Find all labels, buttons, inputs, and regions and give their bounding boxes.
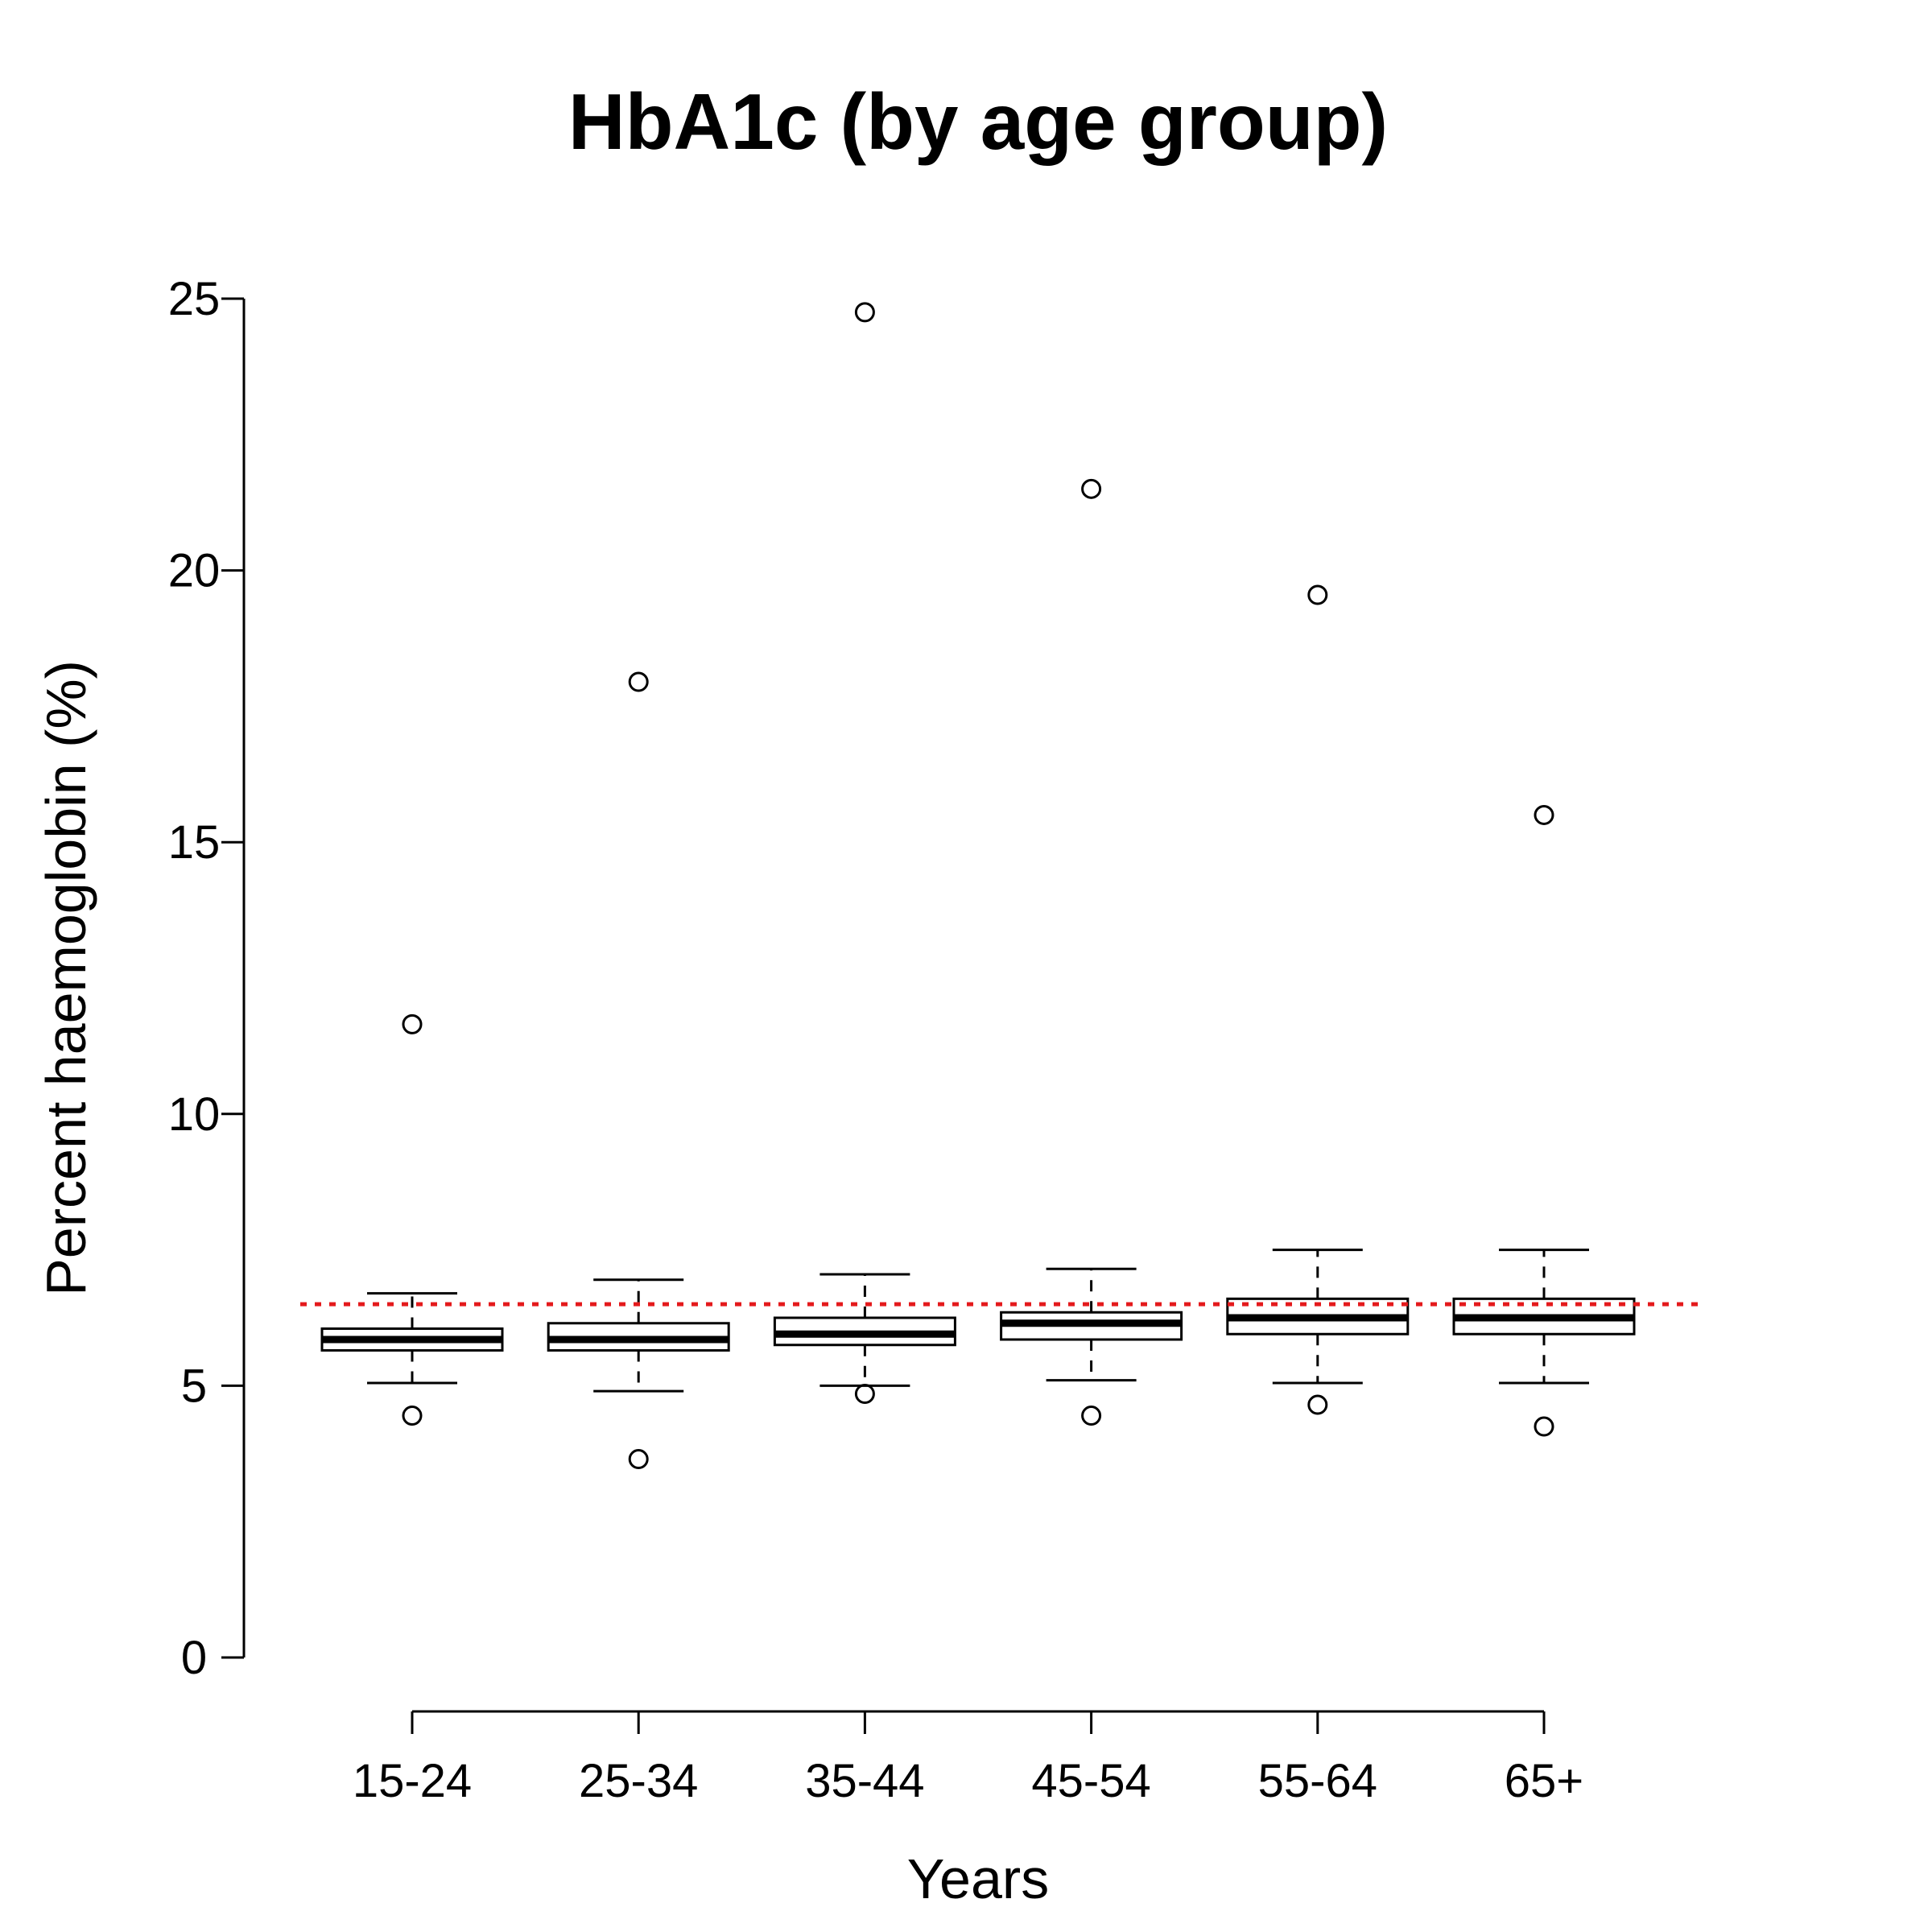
y-axis-label: Percent haemoglobin (%) xyxy=(35,660,97,1296)
y-tick-label: 5 xyxy=(181,1360,207,1412)
x-tick-label: 15-24 xyxy=(353,1755,472,1807)
outlier-point xyxy=(1081,1406,1102,1426)
y-tick-label: 10 xyxy=(168,1088,221,1141)
y-tick-label: 25 xyxy=(168,273,221,325)
x-tick-label: 55-64 xyxy=(1258,1755,1377,1807)
box-65+ xyxy=(1452,804,1636,1437)
x-tick-label: 65+ xyxy=(1505,1755,1583,1807)
box-35-44 xyxy=(773,302,956,1405)
box-series xyxy=(320,302,1636,1470)
outlier-point xyxy=(1307,584,1328,605)
y-tick-label: 20 xyxy=(168,545,221,597)
outlier-point xyxy=(628,671,649,692)
outlier-point xyxy=(854,1384,875,1405)
y-tick-label: 15 xyxy=(168,816,221,869)
outlier-point xyxy=(1534,1416,1554,1437)
outlier-point xyxy=(1081,478,1102,499)
x-axis: 15-24 25-34 35-44 45-54 55-64 65+ xyxy=(353,1710,1583,1807)
y-axis: 0 5 10 15 20 25 xyxy=(168,273,246,1684)
outlier-point xyxy=(402,1406,423,1426)
outlier-point xyxy=(1534,804,1554,825)
box-15-24 xyxy=(320,1013,504,1426)
box-45-54 xyxy=(1000,478,1183,1426)
box-55-64 xyxy=(1226,584,1410,1415)
x-axis-label: Years xyxy=(907,1847,1049,1910)
outlier-point xyxy=(854,302,875,323)
outlier-point xyxy=(1307,1394,1328,1415)
outlier-point xyxy=(402,1013,423,1034)
x-tick-label: 45-54 xyxy=(1031,1755,1150,1807)
box-25-34 xyxy=(547,671,730,1470)
chart-title: HbA1c (by age group) xyxy=(568,77,1388,166)
y-tick-label: 0 xyxy=(181,1632,207,1684)
outlier-point xyxy=(628,1449,649,1470)
x-tick-label: 25-34 xyxy=(579,1755,698,1807)
x-tick-label: 35-44 xyxy=(805,1755,924,1807)
